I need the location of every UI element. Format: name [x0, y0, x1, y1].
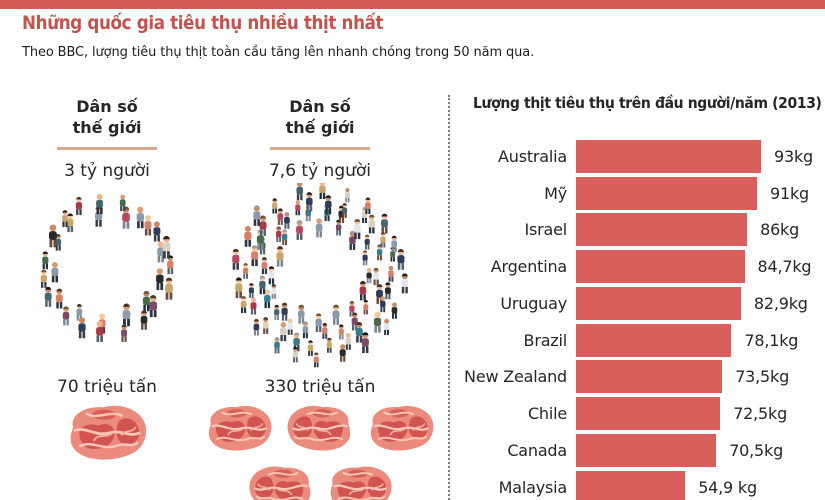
top-accent-bar — [0, 0, 825, 9]
heading-underline — [57, 147, 157, 150]
bar — [576, 470, 686, 500]
country-label: Argentina — [490, 257, 567, 277]
meat-steak-illustration — [286, 404, 352, 452]
country-label: New Zealand — [464, 367, 567, 387]
value-label: 82,9kg — [753, 293, 808, 313]
chart-row: Australia 93kg — [462, 138, 825, 175]
country-label: Uruguay — [500, 293, 567, 313]
meat-row — [201, 400, 439, 457]
meat-steak-group-illustration — [200, 400, 440, 500]
panel-heading-line2: thế giới — [285, 117, 355, 137]
country-label: Israel — [524, 220, 567, 240]
tonnage-value: 330 triệu tấn — [264, 377, 376, 397]
country-label: Malaysia — [498, 477, 568, 497]
bar — [576, 360, 723, 394]
country-label: Australia — [498, 146, 567, 166]
bar — [576, 433, 717, 467]
country-label: Mỹ — [544, 183, 567, 203]
chart-row: Chile 72,5kg — [462, 395, 825, 432]
page-subtitle: Theo BBC, lượng tiêu thụ thịt toàn cầu t… — [22, 44, 535, 60]
value-label: 84,7kg — [757, 257, 812, 277]
chart-row: Canada 70,5kg — [462, 432, 825, 469]
bar — [576, 397, 721, 431]
country-label: Canada — [507, 440, 567, 460]
chart-row: Brazil 78,1kg — [462, 322, 825, 359]
meat-steak-illustration — [69, 404, 148, 461]
page-title: Những quốc gia tiêu thụ nhiều thịt nhất — [22, 12, 384, 34]
panel-heading-line1: Dân số — [76, 97, 138, 116]
tonnage-value: 70 triệu tấn — [57, 377, 157, 397]
bar — [576, 213, 748, 247]
people-circle-dense-illustration — [232, 183, 409, 368]
value-label: 91kg — [770, 183, 809, 203]
chart-row: New Zealand 73,5kg — [462, 359, 825, 396]
chart-row: Malaysia 54,9 kg — [462, 469, 825, 500]
heading-underline — [270, 147, 370, 150]
panel-heading-line1: Dân số — [289, 97, 351, 116]
meat-steak-illustration — [329, 465, 393, 500]
population-panel-past: Dân số thế giới 3 tỷ người 70 triệu tấn — [18, 95, 196, 500]
vertical-dotted-divider — [448, 95, 450, 500]
meat-consumption-chart: Lượng thịt tiêu thụ trên đầu người/năm (… — [462, 92, 825, 500]
bar — [576, 286, 741, 320]
chart-row: Uruguay 82,9kg — [462, 285, 825, 322]
country-label: Chile — [527, 404, 567, 424]
people-circle-illustration — [40, 193, 174, 343]
value-label: 54,9 kg — [698, 477, 757, 497]
bar — [576, 139, 761, 173]
meat-steak-illustration — [207, 404, 273, 452]
value-label: 78,1kg — [744, 330, 799, 350]
value-label: 70,5kg — [729, 440, 784, 460]
value-label: 93kg — [774, 146, 813, 166]
bar — [576, 176, 757, 210]
value-label: 72,5kg — [733, 404, 788, 424]
meat-steak-illustration — [247, 465, 311, 500]
chart-row: Israel 86kg — [462, 212, 825, 249]
panel-heading: Dân số thế giới — [200, 97, 440, 139]
bar — [576, 250, 745, 284]
population-panel-present: Dân số thế giới 7,6 tỷ người 330 triệu t… — [200, 95, 440, 500]
population-value: 7,6 tỷ người — [268, 161, 372, 181]
meat-steak-illustration — [369, 404, 435, 452]
country-label: Brazil — [523, 330, 568, 350]
panel-heading: Dân số thế giới — [18, 97, 196, 139]
meat-row — [244, 460, 397, 500]
panel-heading-line2: thế giới — [72, 117, 142, 137]
chart-row: Argentina 84,7kg — [462, 248, 825, 285]
value-label: 73,5kg — [735, 367, 790, 387]
chart-rows: Australia 93kg Mỹ 91kg Israel 86kg Argentina 84… — [462, 138, 825, 500]
bar — [576, 323, 732, 357]
chart-row: Mỹ 91kg — [462, 175, 825, 212]
value-label: 86kg — [760, 220, 800, 240]
chart-title: Lượng thịt tiêu thụ trên đầu người/năm (… — [473, 94, 822, 112]
population-value: 3 tỷ người — [64, 161, 150, 181]
